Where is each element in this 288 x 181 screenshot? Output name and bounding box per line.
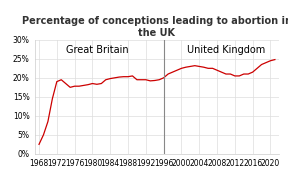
Text: United Kingdom: United Kingdom (187, 45, 265, 55)
Text: Great Britain: Great Britain (66, 45, 128, 55)
Title: Percentage of conceptions leading to abortion in
the UK: Percentage of conceptions leading to abo… (22, 16, 288, 38)
